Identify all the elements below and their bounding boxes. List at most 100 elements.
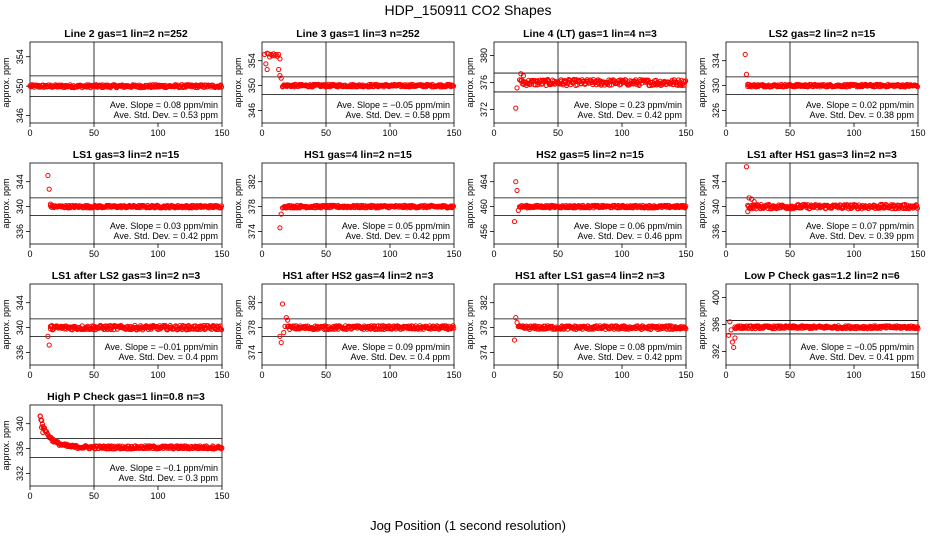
panel-title: LS1 gas=3 lin=2 n=15	[73, 149, 180, 161]
data-point	[264, 66, 270, 73]
panel-title: LS1 after LS2 gas=3 lin=2 n=3	[52, 270, 201, 282]
chart-panel-11: HS1 after LS1 gas=4 lin=2 n=3 0 50 100 150 37…	[465, 270, 694, 380]
slope-annotation: Ave. Slope = 0.02 ppm/min	[806, 100, 914, 110]
x-tick-label: 150	[214, 128, 229, 138]
x-tick-label: 100	[382, 370, 397, 380]
data-point	[278, 211, 284, 217]
x-tick-label: 50	[89, 249, 99, 259]
y-tick-label: 336	[15, 441, 25, 456]
data-point	[278, 339, 284, 346]
x-tick-label: 100	[846, 128, 861, 138]
std-dev-annotation: Ave. Std. Dev. = 0.46 ppm	[578, 231, 682, 241]
x-tick-label: 150	[446, 249, 461, 259]
y-tick-label: 392	[711, 344, 721, 359]
std-dev-annotation: Ave. Std. Dev. = 0.4 ppm	[119, 352, 218, 362]
chart-panel-6: HS1 gas=4 lin=2 n=15 0 50 100 150 374 378 382 ap…	[233, 149, 462, 259]
y-tick-label: 336	[711, 224, 721, 239]
y-tick-label: 336	[15, 224, 25, 239]
y-tick-label: 340	[711, 199, 721, 214]
x-tick-label: 0	[491, 249, 496, 259]
x-tick-label: 0	[27, 249, 32, 259]
plot-frame	[261, 41, 455, 124]
slope-annotation: Ave. Slope = −0.05 ppm/min	[801, 342, 914, 352]
slope-annotation: Ave. Slope = −0.01 ppm/min	[105, 342, 218, 352]
y-tick-label: 456	[479, 224, 489, 239]
plot-frame	[29, 41, 223, 124]
std-dev-annotation: Ave. Std. Dev. = 0.42 ppm	[346, 231, 450, 241]
slope-annotation: Ave. Slope = 0.08 ppm/min	[574, 342, 682, 352]
chart-panel-7: HS2 gas=5 lin=2 n=15 0 50 100 150 456 460 464 ap…	[465, 149, 694, 259]
y-tick-label: 396	[711, 317, 721, 332]
x-tick-label: 50	[785, 370, 795, 380]
y-axis-label: approx. ppm	[233, 299, 243, 349]
data-point	[511, 218, 518, 225]
y-tick-label: 354	[247, 53, 257, 68]
x-tick-label: 100	[614, 128, 629, 138]
x-tick-label: 50	[89, 491, 99, 501]
y-tick-label: 400	[711, 290, 721, 305]
slope-annotation: Ave. Slope = 0.09 ppm/min	[342, 342, 450, 352]
data-point	[542, 77, 548, 83]
data-point	[683, 326, 689, 332]
slope-annotation: Ave. Slope = −0.1 ppm/min	[110, 463, 218, 473]
x-tick-label: 100	[614, 249, 629, 259]
y-tick-label: 326	[711, 103, 721, 118]
chart-panel-2: Line 3 gas=1 lin=3 n=252 0 50 100 150 346 350 3…	[233, 28, 462, 138]
x-tick-label: 50	[89, 370, 99, 380]
x-tick-label: 150	[214, 249, 229, 259]
x-tick-label: 50	[785, 249, 795, 259]
data-point	[451, 325, 457, 331]
x-tick-label: 150	[214, 370, 229, 380]
plot-frame	[725, 41, 919, 124]
x-tick-label: 0	[259, 370, 264, 380]
x-tick-label: 50	[321, 370, 331, 380]
x-tick-label: 0	[259, 128, 264, 138]
data-point	[218, 84, 225, 90]
x-tick-label: 0	[723, 128, 728, 138]
slope-annotation: Ave. Slope = 0.08 ppm/min	[110, 100, 218, 110]
y-tick-label: 344	[15, 295, 25, 310]
std-dev-annotation: Ave. Std. Dev. = 0.38 ppm	[810, 110, 914, 120]
y-axis-label: approx. ppm	[465, 299, 475, 349]
y-tick-label: 336	[15, 345, 25, 360]
data-point	[47, 326, 54, 332]
plot-frame	[261, 162, 455, 245]
std-dev-annotation: Ave. Std. Dev. = 0.39 ppm	[810, 231, 914, 241]
data-point	[683, 78, 689, 84]
y-tick-label: 378	[247, 199, 257, 214]
slope-annotation: Ave. Slope = 0.06 ppm/min	[574, 221, 682, 231]
x-tick-label: 50	[553, 249, 563, 259]
data-point	[279, 301, 286, 307]
data-point	[46, 186, 52, 192]
data-point	[727, 319, 733, 325]
y-axis-label: approx. ppm	[465, 57, 475, 107]
data-point	[593, 82, 599, 88]
data-point	[743, 71, 750, 78]
data-point	[513, 179, 519, 185]
y-tick-label: 382	[479, 295, 489, 310]
y-tick-label: 344	[15, 174, 25, 189]
chart-panel-1: Line 2 gas=1 lin=2 n=252 0 50 100 150 346 350 3…	[1, 28, 230, 138]
data-point	[219, 445, 225, 451]
y-tick-label: 382	[247, 295, 257, 310]
y-tick-label: 378	[479, 320, 489, 335]
x-tick-label: 0	[723, 370, 728, 380]
data-point	[37, 413, 43, 419]
data-point	[217, 83, 223, 89]
y-tick-label: 350	[247, 78, 257, 93]
y-tick-label: 340	[15, 199, 25, 214]
data-point	[218, 446, 224, 452]
x-tick-label: 150	[678, 249, 693, 259]
data-point	[729, 339, 736, 345]
y-tick-label: 354	[15, 49, 25, 64]
x-tick-label: 0	[27, 128, 32, 138]
std-dev-annotation: Ave. Std. Dev. = 0.41 ppm	[810, 352, 914, 362]
data-point	[279, 205, 286, 211]
x-tick-label: 150	[910, 249, 925, 259]
data-point	[534, 323, 540, 330]
data-point	[514, 187, 520, 194]
x-tick-label: 100	[150, 370, 165, 380]
panel-title: HS2 gas=5 lin=2 n=15	[536, 149, 644, 161]
std-dev-annotation: Ave. Std. Dev. = 0.42 ppm	[578, 110, 682, 120]
